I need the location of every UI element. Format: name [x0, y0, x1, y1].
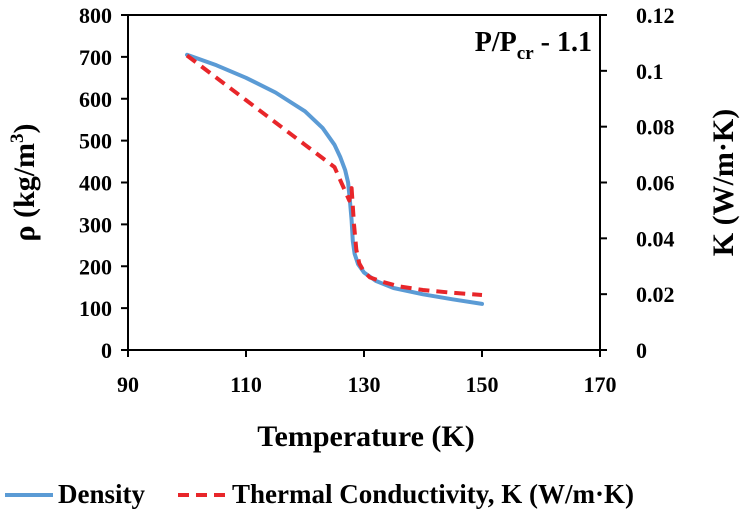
y-left-tick-label: 100	[79, 296, 112, 321]
y-axis-right-title: K (W/m·K)	[707, 109, 740, 256]
plot-area-frame	[127, 14, 601, 351]
y-left-tick-label: 300	[79, 212, 112, 237]
y-right-tick-label: 0.06	[636, 171, 675, 196]
pressure-ratio-annotation: P/Pcr - 1.1	[475, 27, 592, 64]
legend: Density Thermal Conductivity, K (W/m·K)	[5, 479, 634, 509]
y-right-tick-label: 0	[636, 338, 647, 363]
y-right-tick-label: 0.1	[636, 59, 664, 84]
x-tick-label: 130	[348, 372, 381, 397]
series-line-thermal-conductivity	[185, 53, 483, 297]
x-tick-label: 170	[584, 372, 617, 397]
y-right-tick-label: 0.12	[636, 3, 675, 28]
x-tick-label: 110	[230, 372, 262, 397]
y-left-tick-label: 400	[79, 171, 112, 196]
y-right-tick-label: 0.02	[636, 282, 675, 307]
y-left-tick-label: 800	[79, 3, 112, 28]
legend-label-density: Density	[58, 479, 145, 509]
y-left-tick-label: 0	[101, 338, 112, 363]
y-left-tick-label: 500	[79, 129, 112, 154]
y-right-tick-label: 0.04	[636, 226, 675, 251]
series-line-density	[185, 52, 484, 306]
y-axis-left-title: ρ (kg/m3)	[7, 123, 41, 241]
y-left-tick-label: 700	[79, 45, 112, 70]
x-axis-title: Temperature (K)	[257, 420, 474, 453]
x-tick-label: 90	[117, 372, 139, 397]
y-right-tick-label: 0.08	[636, 115, 675, 140]
legend-label-thermal-conductivity: Thermal Conductivity, K (W/m·K)	[232, 479, 634, 509]
y-left-tick-label: 200	[79, 254, 112, 279]
x-tick-label: 150	[466, 372, 499, 397]
y-left-tick-label: 600	[79, 87, 112, 112]
